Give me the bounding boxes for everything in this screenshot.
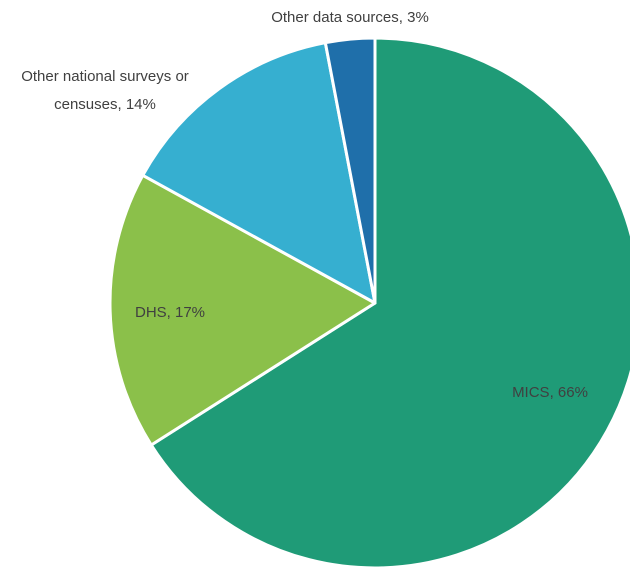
data-label: DHS, 17% [134, 304, 206, 321]
pie-slice [323, 36, 377, 305]
data-label: Other data sources, 3% [271, 9, 429, 26]
data-label: Other national surveys or censuses, 14% [21, 68, 189, 113]
data-label: MICS, 66% [512, 384, 588, 401]
pie-slice [108, 173, 377, 447]
pie-slice [149, 36, 630, 568]
pie-slice [141, 41, 377, 305]
